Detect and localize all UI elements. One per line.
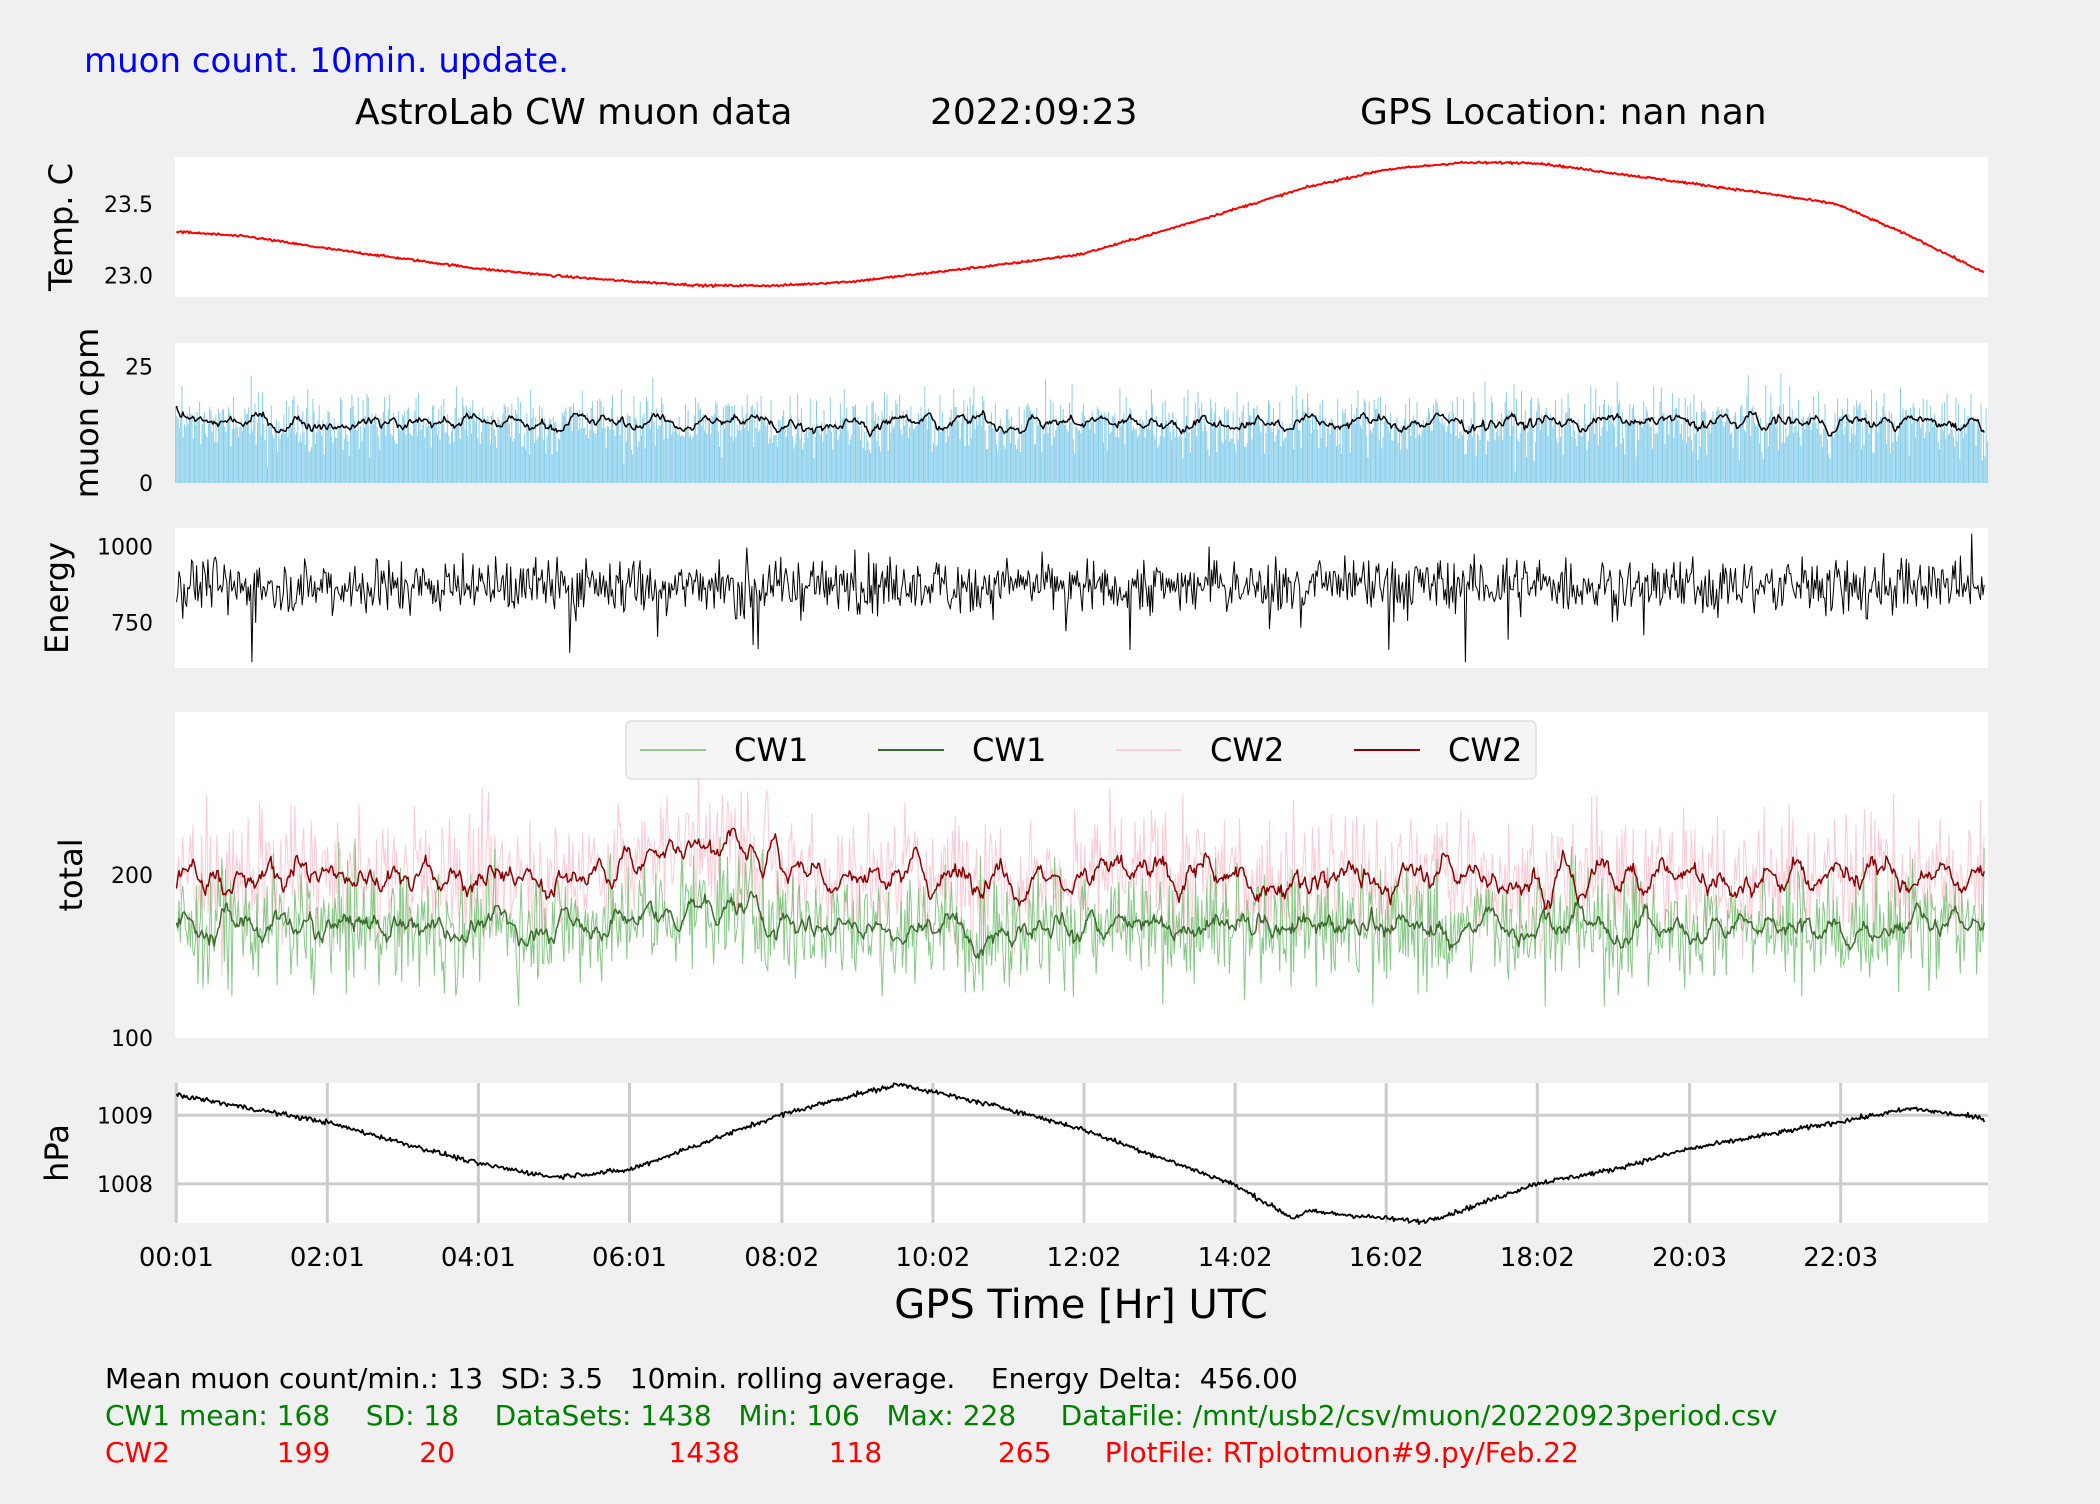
muon-ytick-0: 0 <box>139 472 153 497</box>
energy-ytick-0: 750 <box>111 611 153 636</box>
x-tick-label: 20:03 <box>1652 1243 1727 1273</box>
pressure-panel <box>175 1083 1988 1223</box>
x-tick-label: 22:03 <box>1803 1243 1878 1273</box>
x-tick-label: 16:02 <box>1349 1243 1424 1273</box>
x-tick-label: 02:01 <box>290 1243 365 1273</box>
chart-title: AstroLab CW muon data <box>355 92 792 133</box>
footer-line-cw1: CW1 mean: 168 SD: 18 DataSets: 1438 Min:… <box>105 1399 1778 1432</box>
muon-panel <box>175 343 1988 483</box>
x-axis-label: GPS Time [Hr] UTC <box>894 1282 1268 1328</box>
energy-ytick-1: 1000 <box>97 535 153 560</box>
x-tick-label: 08:02 <box>744 1243 819 1273</box>
x-tick-label: 12:02 <box>1047 1243 1122 1273</box>
legend-box <box>625 720 1537 780</box>
temp-ytick-1: 23.5 <box>104 193 153 218</box>
temp-panel <box>175 157 1988 297</box>
energy-line <box>176 533 1985 663</box>
x-tick-label: 06:01 <box>592 1243 667 1273</box>
x-tick-label: 10:02 <box>895 1243 970 1273</box>
energy-ylabel: Energy <box>38 542 76 654</box>
pressure-ylabel: hPa <box>38 1124 76 1182</box>
legend-label: CW1 <box>734 731 808 769</box>
x-tick-label: 04:01 <box>441 1243 516 1273</box>
cw2-rolling-average-line <box>175 827 1985 911</box>
muon-count-bars <box>175 373 1988 483</box>
pressure-ytick-0: 1008 <box>97 1173 153 1198</box>
pressure-ytick-1: 1009 <box>97 1104 153 1129</box>
total-ytick-1: 200 <box>111 864 153 889</box>
footer-line-cw2: CW2 199 20 1438 118 265 PlotFile: RTplot… <box>105 1436 1579 1469</box>
chart-date: 2022:09:23 <box>930 92 1138 133</box>
legend-label: CW1 <box>972 731 1046 769</box>
muon-ytick-1: 25 <box>125 355 153 380</box>
legend-label: CW2 <box>1210 731 1284 769</box>
muon-ylabel: muon cpm <box>68 328 106 499</box>
temp-ytick-0: 23.0 <box>104 265 153 290</box>
total-ytick-0: 100 <box>111 1027 153 1052</box>
footer-line-summary: Mean muon count/min.: 13 SD: 3.5 10min. … <box>105 1362 1298 1395</box>
cw1-rolling-average-line <box>175 890 1985 959</box>
update-note: muon count. 10min. update. <box>84 41 569 81</box>
x-tick-label: 00:01 <box>139 1243 214 1273</box>
x-tick-label: 18:02 <box>1500 1243 1575 1273</box>
temp-ylabel: Temp. C <box>42 163 80 292</box>
gps-location: GPS Location: nan nan <box>1360 92 1767 133</box>
cw1-raw-line <box>176 836 1985 1007</box>
temperature-line <box>175 160 1985 288</box>
muon-rolling-average-line <box>175 405 1985 438</box>
pressure-line <box>175 1082 1986 1225</box>
x-tick-label: 14:02 <box>1198 1243 1273 1273</box>
total-ylabel: total <box>52 838 90 911</box>
legend-label: CW2 <box>1448 731 1522 769</box>
